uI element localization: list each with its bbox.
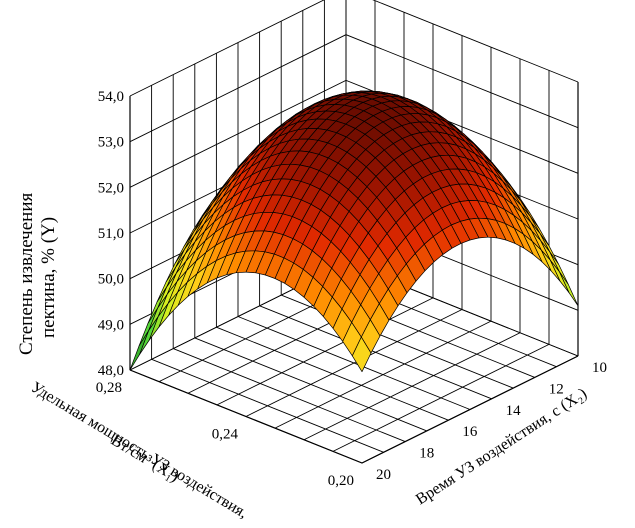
floor-front-edge bbox=[129, 355, 579, 464]
z-tick-label: 49,0 bbox=[98, 317, 124, 333]
floor-gridline-x1 bbox=[303, 332, 521, 441]
x2-axis-label: Время УЗ воздействия, с (X₂) bbox=[413, 385, 590, 508]
tick-labels: 48,0 49,0 50,0 51,0 52,0 53,0 54,0 0,28 0,24 0,20… bbox=[96, 89, 607, 489]
x2-tick-label: 16 bbox=[462, 424, 478, 440]
floor-gridline-x1 bbox=[216, 297, 434, 406]
response-surface bbox=[129, 90, 579, 373]
x1-tick-label: 0,24 bbox=[212, 427, 239, 443]
z-tick-label: 54,0 bbox=[98, 89, 124, 105]
x2-tick-label: 14 bbox=[506, 403, 521, 419]
surface-cell bbox=[351, 336, 372, 373]
z-tick-label: 53,0 bbox=[98, 135, 124, 151]
z-axis-label-line2: пектина, % (Y) bbox=[38, 217, 59, 338]
floor-gridline-x1 bbox=[245, 309, 463, 417]
x1-tick-label: 0,28 bbox=[96, 380, 122, 396]
wall-gridline-z bbox=[129, 0, 579, 97]
x2-tick-label: 10 bbox=[592, 360, 607, 376]
floor-gridline-x1 bbox=[274, 320, 492, 429]
surface-cell bbox=[129, 330, 150, 371]
surface-cell bbox=[558, 271, 579, 307]
floor-gridline-x1 bbox=[332, 343, 550, 452]
z-tick-label: 48,0 bbox=[98, 363, 124, 379]
x1-tick-label: 0,20 bbox=[328, 473, 354, 489]
x2-tick-label: 12 bbox=[549, 381, 564, 397]
surface-cell bbox=[549, 259, 570, 294]
x2-tick-label: 18 bbox=[419, 446, 434, 462]
x2-tick-label: 20 bbox=[376, 467, 391, 483]
z-tick-label: 52,0 bbox=[98, 180, 124, 196]
z-tick-label: 50,0 bbox=[98, 272, 124, 288]
z-axis-label-line1: Степень извлечения bbox=[16, 192, 37, 355]
z-tick-label: 51,0 bbox=[98, 226, 124, 242]
